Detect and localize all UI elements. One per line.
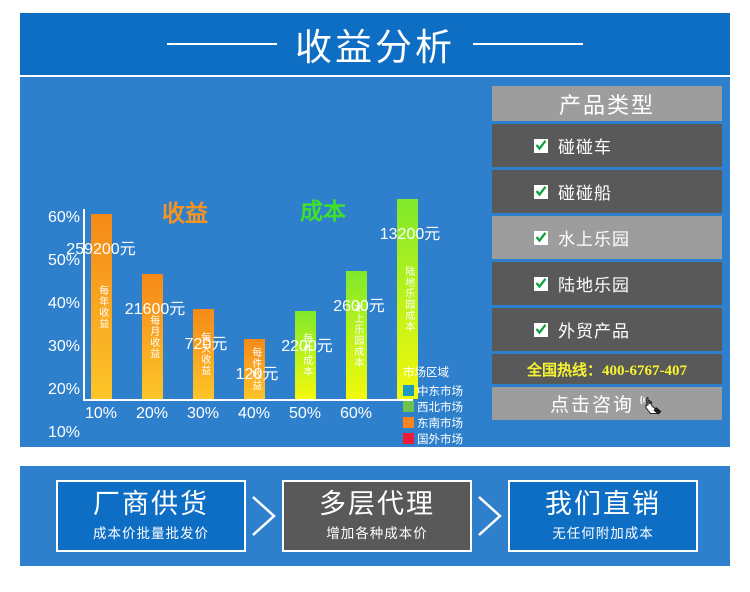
x-tick-label: 30% bbox=[186, 405, 220, 422]
bar-category-label: 水上乐园成本 bbox=[351, 302, 363, 368]
product-item-label: 水上乐园 bbox=[558, 230, 630, 249]
consult-button-label: 点击咨询 bbox=[549, 395, 634, 416]
legend-item-label: 西北市场 bbox=[417, 401, 463, 414]
chart-bar: 水上乐园成本 bbox=[346, 271, 367, 399]
x-tick-label: 10% bbox=[84, 405, 118, 422]
flow-step-direct-sales: 我们直销 无任何附加成本 bbox=[508, 480, 698, 552]
legend-item-label: 中东市场 bbox=[417, 385, 463, 398]
page-title: 收益分析 bbox=[295, 27, 455, 68]
legend-item: 国外市场 bbox=[403, 431, 481, 446]
flow-arrow-icon bbox=[246, 494, 282, 538]
product-item-pengpengche[interactable]: 碰碰车 bbox=[492, 124, 722, 167]
flow-step-manufacturer: 厂商供货 成本价批量批发价 bbox=[56, 480, 246, 552]
x-axis bbox=[83, 399, 413, 401]
bar-value-label: 2200元 bbox=[281, 338, 333, 355]
x-tick-label: 50% bbox=[288, 405, 322, 422]
y-axis-ticks: 60% 50% 40% 30% 20% 10% 0 bbox=[28, 77, 80, 484]
checkbox-checked-icon[interactable] bbox=[534, 230, 548, 245]
y-tick-label: 30% bbox=[47, 338, 80, 355]
chart-bars: 每年收益 259200元 每月收益 21600元 每天收益 720元 每件收益 … bbox=[66, 77, 440, 399]
header-rule-left bbox=[167, 43, 277, 45]
chart-bar: 每年收益 bbox=[91, 214, 112, 399]
legend-item-label: 东南市场 bbox=[417, 417, 463, 430]
x-tick-label: 40% bbox=[237, 405, 271, 422]
chart-bar: 每件收益 bbox=[244, 339, 265, 399]
bar-category-label: 每件收益 bbox=[249, 347, 261, 391]
legend-item: 西北市场 bbox=[403, 399, 481, 414]
bar-value-label: 21600元 bbox=[124, 301, 186, 318]
chart-group-label-revenue: 收益 bbox=[162, 200, 208, 226]
chart-bar: 每月收益 bbox=[142, 274, 163, 399]
y-tick-label: 10% bbox=[47, 424, 80, 441]
legend-swatch-icon bbox=[403, 401, 414, 412]
main-panel: 收益 成本 60% 50% 40% 30% 20% 10% 0 10% 20% … bbox=[20, 77, 730, 484]
y-tick-label: 20% bbox=[47, 381, 80, 398]
y-axis bbox=[83, 209, 85, 399]
product-type-panel: 产品类型 碰碰车 碰碰船 水上乐园 bbox=[492, 86, 722, 438]
product-panel-header: 产品类型 bbox=[492, 86, 722, 121]
chart-bar: 每件成本 bbox=[295, 311, 316, 399]
legend-swatch-icon bbox=[403, 417, 414, 428]
legend-swatch-icon bbox=[403, 433, 414, 444]
supply-flow-banner: 厂商供货 成本价批量批发价 多层代理 增加各种成本价 我们直销 无任何附加成本 bbox=[20, 466, 730, 566]
bar-value-label: 259200元 bbox=[66, 241, 136, 258]
flow-step-subtitle: 无任何附加成本 bbox=[552, 526, 654, 542]
bar-category-label: 每年收益 bbox=[96, 284, 108, 329]
checkbox-checked-icon[interactable] bbox=[534, 184, 548, 199]
checkbox-checked-icon[interactable] bbox=[534, 138, 548, 153]
product-item-label: 碰碰车 bbox=[558, 138, 612, 157]
bar-value-label: 13200元 bbox=[379, 226, 441, 243]
bar-value-label: 720元 bbox=[184, 336, 228, 353]
legend-swatch-icon bbox=[403, 385, 414, 396]
product-item-ludileyuan[interactable]: 陆地乐园 bbox=[492, 262, 722, 305]
product-item-waimaochanpin[interactable]: 外贸产品 bbox=[492, 308, 722, 351]
product-item-label: 外贸产品 bbox=[558, 322, 630, 341]
y-tick-label: 50% bbox=[47, 252, 80, 269]
x-tick-label: 60% bbox=[339, 405, 373, 422]
product-item-pengpengchuan[interactable]: 碰碰船 bbox=[492, 170, 722, 213]
chart-bar: 陆地乐园成本 bbox=[397, 199, 418, 399]
hand-cursor-icon bbox=[638, 393, 664, 415]
chart-group-label-cost: 成本 bbox=[300, 198, 346, 224]
hotline-row: 全国热线：400-6767-407 bbox=[492, 354, 722, 384]
bar-category-label: 每件成本 bbox=[300, 333, 312, 377]
bar-category-label: 每月收益 bbox=[147, 314, 159, 359]
consult-button[interactable]: 点击咨询 bbox=[492, 387, 722, 420]
product-item-shuishangleyuan[interactable]: 水上乐园 bbox=[492, 216, 722, 259]
flow-step-subtitle: 成本价批量批发价 bbox=[93, 526, 209, 542]
flow-step-title: 多层代理 bbox=[319, 488, 435, 519]
y-tick-label: 40% bbox=[47, 295, 80, 312]
bar-category-label: 每天收益 bbox=[198, 332, 210, 376]
legend-item: 中东市场 bbox=[403, 383, 481, 398]
revenue-chart: 收益 成本 60% 50% 40% 30% 20% 10% 0 10% 20% … bbox=[20, 77, 482, 484]
flow-step-title: 厂商供货 bbox=[93, 488, 209, 519]
legend-item: 东南市场 bbox=[403, 415, 481, 430]
bar-value-label: 120元 bbox=[235, 366, 279, 383]
flow-step-subtitle: 增加各种成本价 bbox=[326, 526, 428, 542]
bar-value-label: 2600元 bbox=[333, 298, 385, 315]
header-rule-right bbox=[473, 43, 583, 45]
chart-legend: 市场区域 中东市场 西北市场 东南市场 国外市 bbox=[403, 364, 481, 447]
hotline-text: 全国热线：400-6767-407 bbox=[527, 362, 687, 379]
legend-item-label: 国外市场 bbox=[417, 433, 463, 446]
flow-arrow-icon bbox=[472, 494, 508, 538]
chart-bar: 每天收益 bbox=[193, 309, 214, 399]
chart-plot-area: 收益 成本 60% 50% 40% 30% 20% 10% 0 10% 20% … bbox=[20, 77, 482, 484]
product-item-label: 碰碰船 bbox=[558, 184, 612, 203]
checkbox-checked-icon[interactable] bbox=[534, 276, 548, 291]
flow-step-title: 我们直销 bbox=[545, 488, 661, 519]
legend-title: 市场区域 bbox=[403, 367, 449, 379]
flow-step-agents: 多层代理 增加各种成本价 bbox=[282, 480, 472, 552]
x-axis-ticks: 10% 20% 30% 40% 50% 60% bbox=[83, 405, 423, 431]
y-tick-label: 60% bbox=[47, 209, 80, 226]
header-banner: 收益分析 bbox=[20, 13, 730, 75]
bar-category-label: 陆地乐园成本 bbox=[402, 266, 414, 332]
checkbox-checked-icon[interactable] bbox=[534, 322, 548, 337]
product-item-label: 陆地乐园 bbox=[558, 276, 630, 295]
x-tick-label: 20% bbox=[135, 405, 169, 422]
